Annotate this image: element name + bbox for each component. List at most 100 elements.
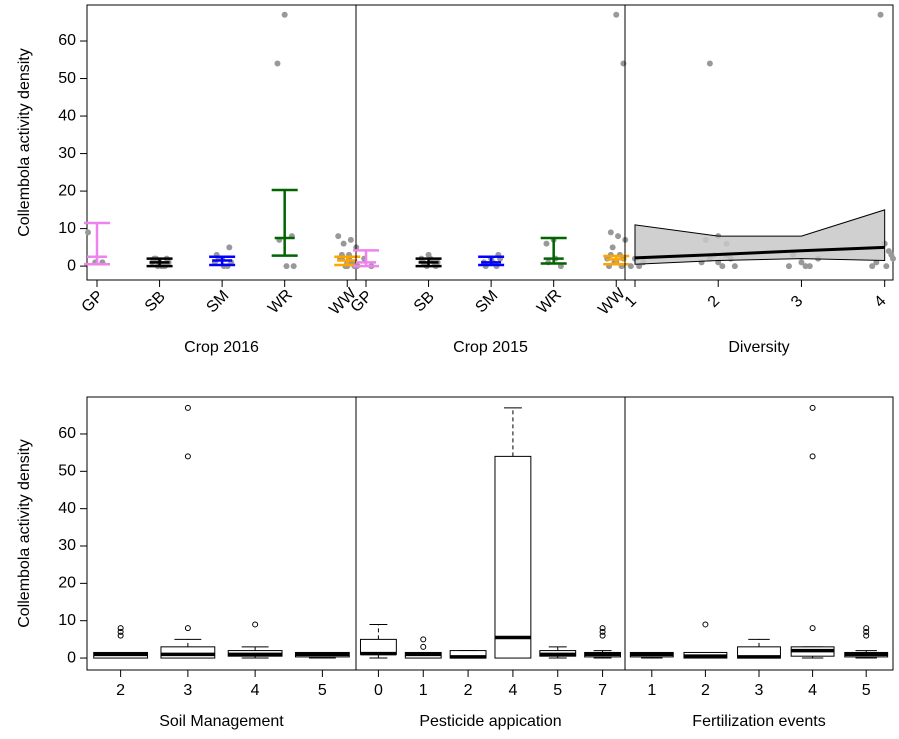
outlier (599, 628, 606, 635)
x-tick-label: 4 (508, 682, 517, 699)
data-point (802, 263, 809, 270)
data-point (731, 263, 738, 270)
data-point (340, 240, 347, 247)
x-tick-label: 1 (622, 293, 640, 311)
outlier (420, 643, 427, 650)
data-point (607, 229, 614, 236)
x-tick-label: 4 (808, 682, 817, 699)
outlier (184, 404, 191, 411)
panel-frame (355, 396, 626, 671)
data-point (347, 236, 354, 243)
y-axis-label: Collembola activity density (16, 439, 33, 628)
data-point (85, 229, 92, 236)
x-tick-label: 5 (553, 682, 562, 699)
panel-label: Pesticide appication (419, 713, 561, 730)
data-point (877, 11, 884, 18)
outlier (184, 625, 191, 632)
x-tick-label: SB (411, 288, 438, 315)
data-point (888, 251, 895, 258)
y-tick-label: 30 (58, 145, 76, 162)
x-tick-label: 7 (598, 682, 607, 699)
y-tick-label: 0 (67, 257, 76, 274)
x-tick-label: 2 (705, 293, 723, 311)
x-tick-label: 5 (318, 682, 327, 699)
y-tick-label: 60 (58, 425, 76, 442)
data-point (620, 60, 627, 67)
x-tick-label: 3 (755, 682, 764, 699)
x-tick-label: 2 (464, 682, 473, 699)
y-axis-label: Collembola activity density (16, 48, 33, 237)
x-tick-label: GP (79, 288, 107, 316)
panel-frame (86, 4, 357, 281)
x-tick-label: 3 (183, 682, 192, 699)
data-point (785, 263, 792, 270)
data-point (719, 263, 726, 270)
data-point (543, 240, 550, 247)
data-point (290, 263, 297, 270)
x-tick-label: SM (472, 287, 501, 316)
x-tick-label: SB (142, 288, 169, 315)
outlier (599, 625, 606, 632)
outlier (809, 404, 816, 411)
x-tick-label: WR (265, 286, 296, 317)
box (494, 455, 532, 659)
data-point (806, 263, 813, 270)
data-point (226, 244, 233, 251)
panel-label: Fertilization events (692, 713, 825, 730)
x-tick-label: WR (534, 286, 565, 317)
data-point (706, 60, 713, 67)
data-point (281, 11, 288, 18)
panel-label: Diversity (728, 339, 789, 356)
x-tick-label: 2 (116, 682, 125, 699)
x-tick-label: 2 (701, 682, 710, 699)
x-tick-label: 0 (374, 682, 383, 699)
outlier (702, 621, 709, 628)
x-tick-label: 4 (871, 293, 889, 311)
y-tick-label: 10 (58, 220, 76, 237)
x-tick-label: SM (203, 287, 232, 316)
data-point (609, 244, 616, 251)
outlier (809, 453, 816, 460)
y-tick-label: 20 (58, 182, 76, 199)
y-tick-label: 50 (58, 463, 76, 480)
panel-frame (624, 396, 894, 671)
y-tick-label: 40 (58, 107, 76, 124)
outlier (117, 628, 124, 635)
x-tick-label: 3 (788, 293, 806, 311)
panel-frame (86, 396, 357, 671)
panel-frame (624, 4, 894, 281)
y-tick-label: 60 (58, 32, 76, 49)
data-point (283, 263, 290, 270)
outlier (117, 632, 124, 639)
data-point (613, 11, 620, 18)
outlier (863, 632, 870, 639)
data-point (335, 233, 342, 240)
data-point (274, 60, 281, 67)
outlier (420, 636, 427, 643)
outlier (252, 621, 259, 628)
x-tick-label: 5 (862, 682, 871, 699)
x-tick-label: 1 (419, 682, 428, 699)
data-point (798, 259, 805, 266)
y-tick-label: 0 (67, 649, 76, 666)
outlier (117, 625, 124, 632)
y-tick-label: 10 (58, 612, 76, 629)
outlier (809, 625, 816, 632)
panel-label: Crop 2015 (453, 339, 528, 356)
y-tick-label: 50 (58, 70, 76, 87)
outlier (184, 453, 191, 460)
data-point (615, 233, 622, 240)
y-tick-label: 40 (58, 500, 76, 517)
fit-line (634, 245, 885, 260)
x-tick-label: 4 (251, 682, 260, 699)
outlier (863, 628, 870, 635)
y-tick-label: 20 (58, 575, 76, 592)
x-tick-label: 1 (647, 682, 656, 699)
panel-label: Crop 2016 (184, 339, 259, 356)
panel-label: Soil Management (159, 713, 284, 730)
data-point (627, 263, 634, 270)
y-tick-label: 30 (58, 537, 76, 554)
box (160, 646, 216, 659)
outlier (863, 625, 870, 632)
